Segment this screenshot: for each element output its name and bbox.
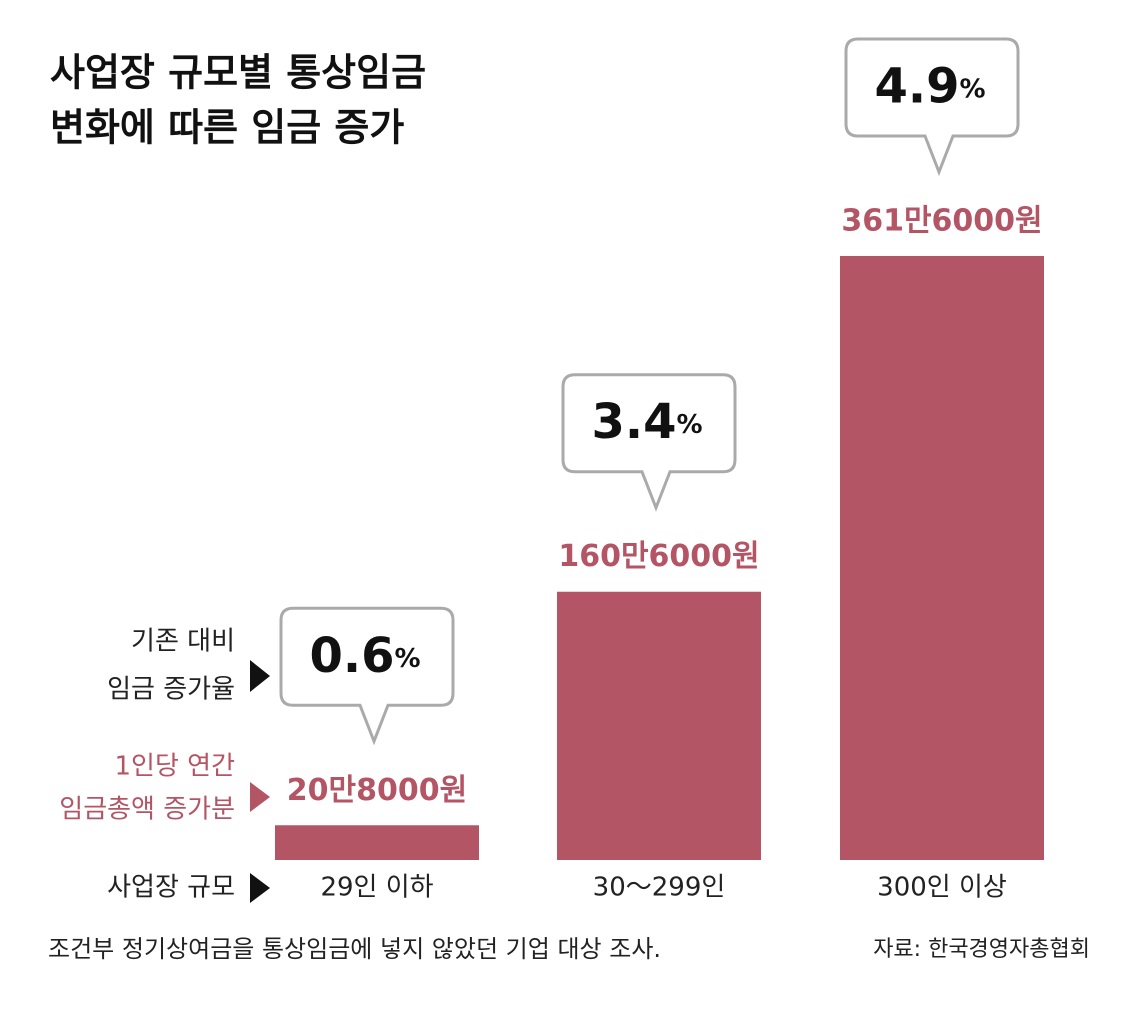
bar bbox=[275, 825, 479, 860]
callout bbox=[279, 606, 455, 746]
rate-unit: % bbox=[676, 410, 702, 440]
row-label: 기존 대비 bbox=[131, 627, 235, 657]
value-label: 361만6000원 bbox=[841, 204, 1042, 239]
rate-unit: % bbox=[959, 74, 985, 104]
rate-value: 3.4 bbox=[591, 394, 676, 450]
source: 자료: 한국경영자총협회 bbox=[873, 937, 1090, 962]
callout bbox=[844, 37, 1020, 177]
row-label: 임금총액 증가분 bbox=[59, 795, 235, 825]
pointer bbox=[250, 782, 270, 812]
chart-title: 사업장 규모별 통상임금 bbox=[50, 51, 426, 95]
rate-value: 0.6 bbox=[309, 628, 394, 684]
pointer bbox=[250, 873, 270, 903]
value-label: 160만6000원 bbox=[558, 539, 759, 574]
chart-title: 변화에 따른 임금 증가 bbox=[50, 106, 404, 150]
row-label: 1인당 연간 bbox=[115, 752, 236, 782]
rate-label: 4.9% bbox=[874, 59, 985, 115]
rate-value: 4.9 bbox=[874, 59, 959, 115]
x-tick-label: 30～299인 bbox=[593, 873, 726, 903]
x-tick-label: 29인 이하 bbox=[320, 873, 433, 903]
note: 조건부 정기상여금을 통상임금에 넣지 않았던 기업 대상 조사. bbox=[48, 935, 661, 963]
callout bbox=[561, 373, 737, 512]
pointer bbox=[250, 660, 270, 692]
value-label: 20만8000원 bbox=[287, 773, 467, 808]
bar bbox=[557, 591, 761, 860]
rate-unit: % bbox=[394, 643, 420, 673]
rate-label: 0.6% bbox=[309, 628, 420, 684]
row-label: 임금 증가율 bbox=[107, 675, 235, 705]
row-label: 사업장 규모 bbox=[107, 873, 235, 903]
x-tick-label: 300인 이상 bbox=[877, 873, 1007, 903]
rate-label: 3.4% bbox=[591, 394, 702, 450]
bar bbox=[840, 256, 1044, 860]
